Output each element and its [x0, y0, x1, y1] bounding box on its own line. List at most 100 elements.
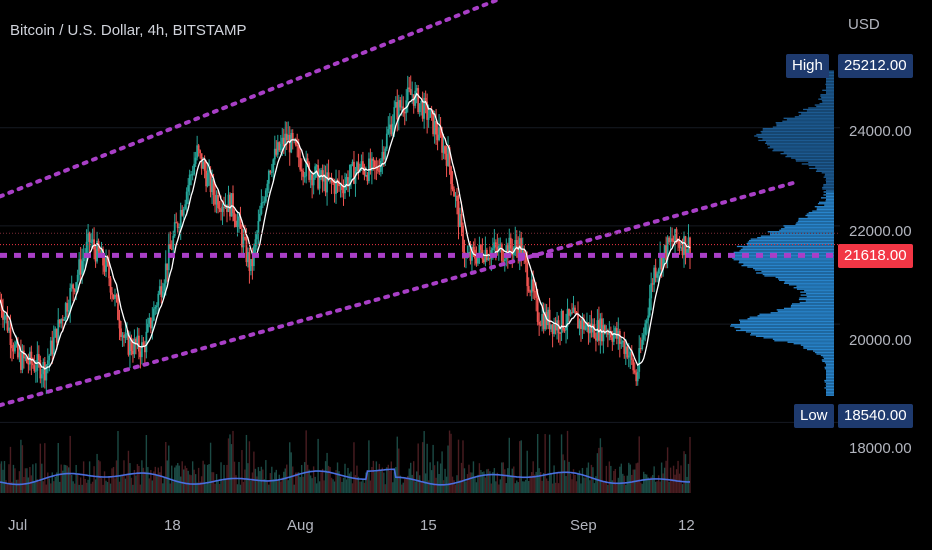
volume-bar	[511, 468, 513, 493]
candle-body	[323, 175, 325, 182]
volume-bar	[178, 465, 180, 493]
volume-bar	[657, 475, 660, 493]
volume-profile-bar	[739, 260, 834, 262]
volume-profile-bar	[801, 163, 834, 165]
volume-bar	[271, 466, 273, 493]
volume-bar	[323, 480, 325, 493]
volume-bar	[253, 451, 255, 493]
candle-body	[568, 308, 570, 316]
volume-bar	[450, 433, 452, 493]
volume-profile-bar	[760, 235, 834, 237]
volume-bar	[660, 462, 663, 493]
volume-profile-bar	[799, 297, 834, 299]
volume-profile-bar	[822, 186, 834, 189]
candle-body	[344, 184, 346, 194]
volume-profile-bar	[762, 273, 834, 276]
volume-profile-bar	[784, 281, 834, 283]
candle-body	[629, 351, 632, 356]
volume-bar	[163, 477, 165, 493]
volume-bar	[54, 476, 56, 493]
candle-body	[644, 323, 647, 335]
candle-body	[114, 294, 116, 299]
candle-body	[158, 286, 161, 294]
candle-body	[668, 237, 670, 243]
volume-profile-bar	[803, 346, 834, 348]
volume-bar	[239, 484, 242, 493]
volume-bar	[614, 468, 617, 493]
volume-profile-bar	[757, 315, 834, 317]
price-tick: 24000.00	[849, 123, 912, 140]
candle-body	[399, 100, 402, 108]
volume-bar	[251, 472, 254, 493]
candle-body	[454, 195, 457, 197]
volume-bar	[475, 482, 478, 493]
candle-body	[136, 335, 139, 345]
volume-profile-bar	[745, 331, 834, 333]
volume-bar	[502, 462, 505, 493]
volume-profile-bar	[796, 222, 834, 224]
candle-body	[300, 169, 303, 172]
volume-bar	[436, 461, 439, 493]
candle-body	[666, 237, 669, 260]
volume-profile-bar	[819, 102, 834, 105]
volume-bar	[133, 469, 136, 493]
candle-body	[587, 322, 590, 334]
volume-bar	[396, 436, 398, 493]
volume-bar	[8, 464, 10, 493]
candle-body	[58, 319, 61, 324]
volume-bar	[296, 472, 298, 493]
volume-bar	[678, 473, 681, 493]
volume-bar	[662, 473, 664, 493]
volume-bar	[590, 464, 593, 493]
volume-profile-bar	[786, 154, 834, 156]
candle-body	[48, 355, 51, 361]
volume-bar	[438, 473, 440, 493]
volume-bar	[159, 472, 161, 493]
volume-profile-bar	[754, 135, 834, 137]
volume-profile-bar	[766, 144, 834, 146]
volume-bar	[619, 466, 621, 493]
candle-body	[94, 249, 97, 262]
candle-body	[618, 331, 621, 344]
volume-bar	[551, 483, 554, 493]
volume-bar	[541, 480, 543, 493]
volume-bar	[583, 477, 585, 493]
candle-body	[54, 328, 57, 338]
volume-bar	[144, 471, 146, 493]
candle-body	[238, 216, 240, 221]
candle-body	[197, 145, 200, 151]
volume-bar	[408, 468, 410, 493]
candle-body	[641, 339, 644, 349]
candle-body	[584, 326, 587, 330]
volume-bar	[517, 482, 519, 493]
volume-bar	[51, 472, 53, 493]
volume-bar	[599, 438, 602, 493]
candle-body	[315, 165, 318, 167]
volume-profile-bar	[767, 147, 834, 149]
candle-body	[81, 261, 84, 275]
volume-bar	[233, 461, 236, 493]
volume-profile-bar	[826, 73, 834, 75]
candle-body	[76, 274, 79, 283]
volume-bar	[496, 472, 499, 493]
volume-profile-bar	[797, 220, 834, 223]
candle-body	[335, 180, 337, 194]
volume-bar	[232, 430, 234, 493]
volume-bar	[553, 465, 555, 493]
volume-profile-bar	[762, 129, 834, 131]
volume-bar	[29, 466, 31, 493]
candle-body	[648, 298, 651, 316]
candle-body	[72, 284, 75, 290]
volume-bar	[321, 468, 324, 493]
volume-bar	[344, 463, 346, 493]
volume-bar	[14, 468, 16, 493]
volume-bar	[489, 471, 491, 493]
volume-bar	[536, 434, 539, 493]
volume-profile-bar	[826, 382, 834, 385]
volume-profile-bar	[761, 132, 834, 134]
volume-profile-bar	[804, 290, 834, 292]
volume-bar	[487, 468, 490, 493]
volume-profile-bar	[738, 262, 834, 264]
volume-profile-bar	[803, 108, 834, 111]
